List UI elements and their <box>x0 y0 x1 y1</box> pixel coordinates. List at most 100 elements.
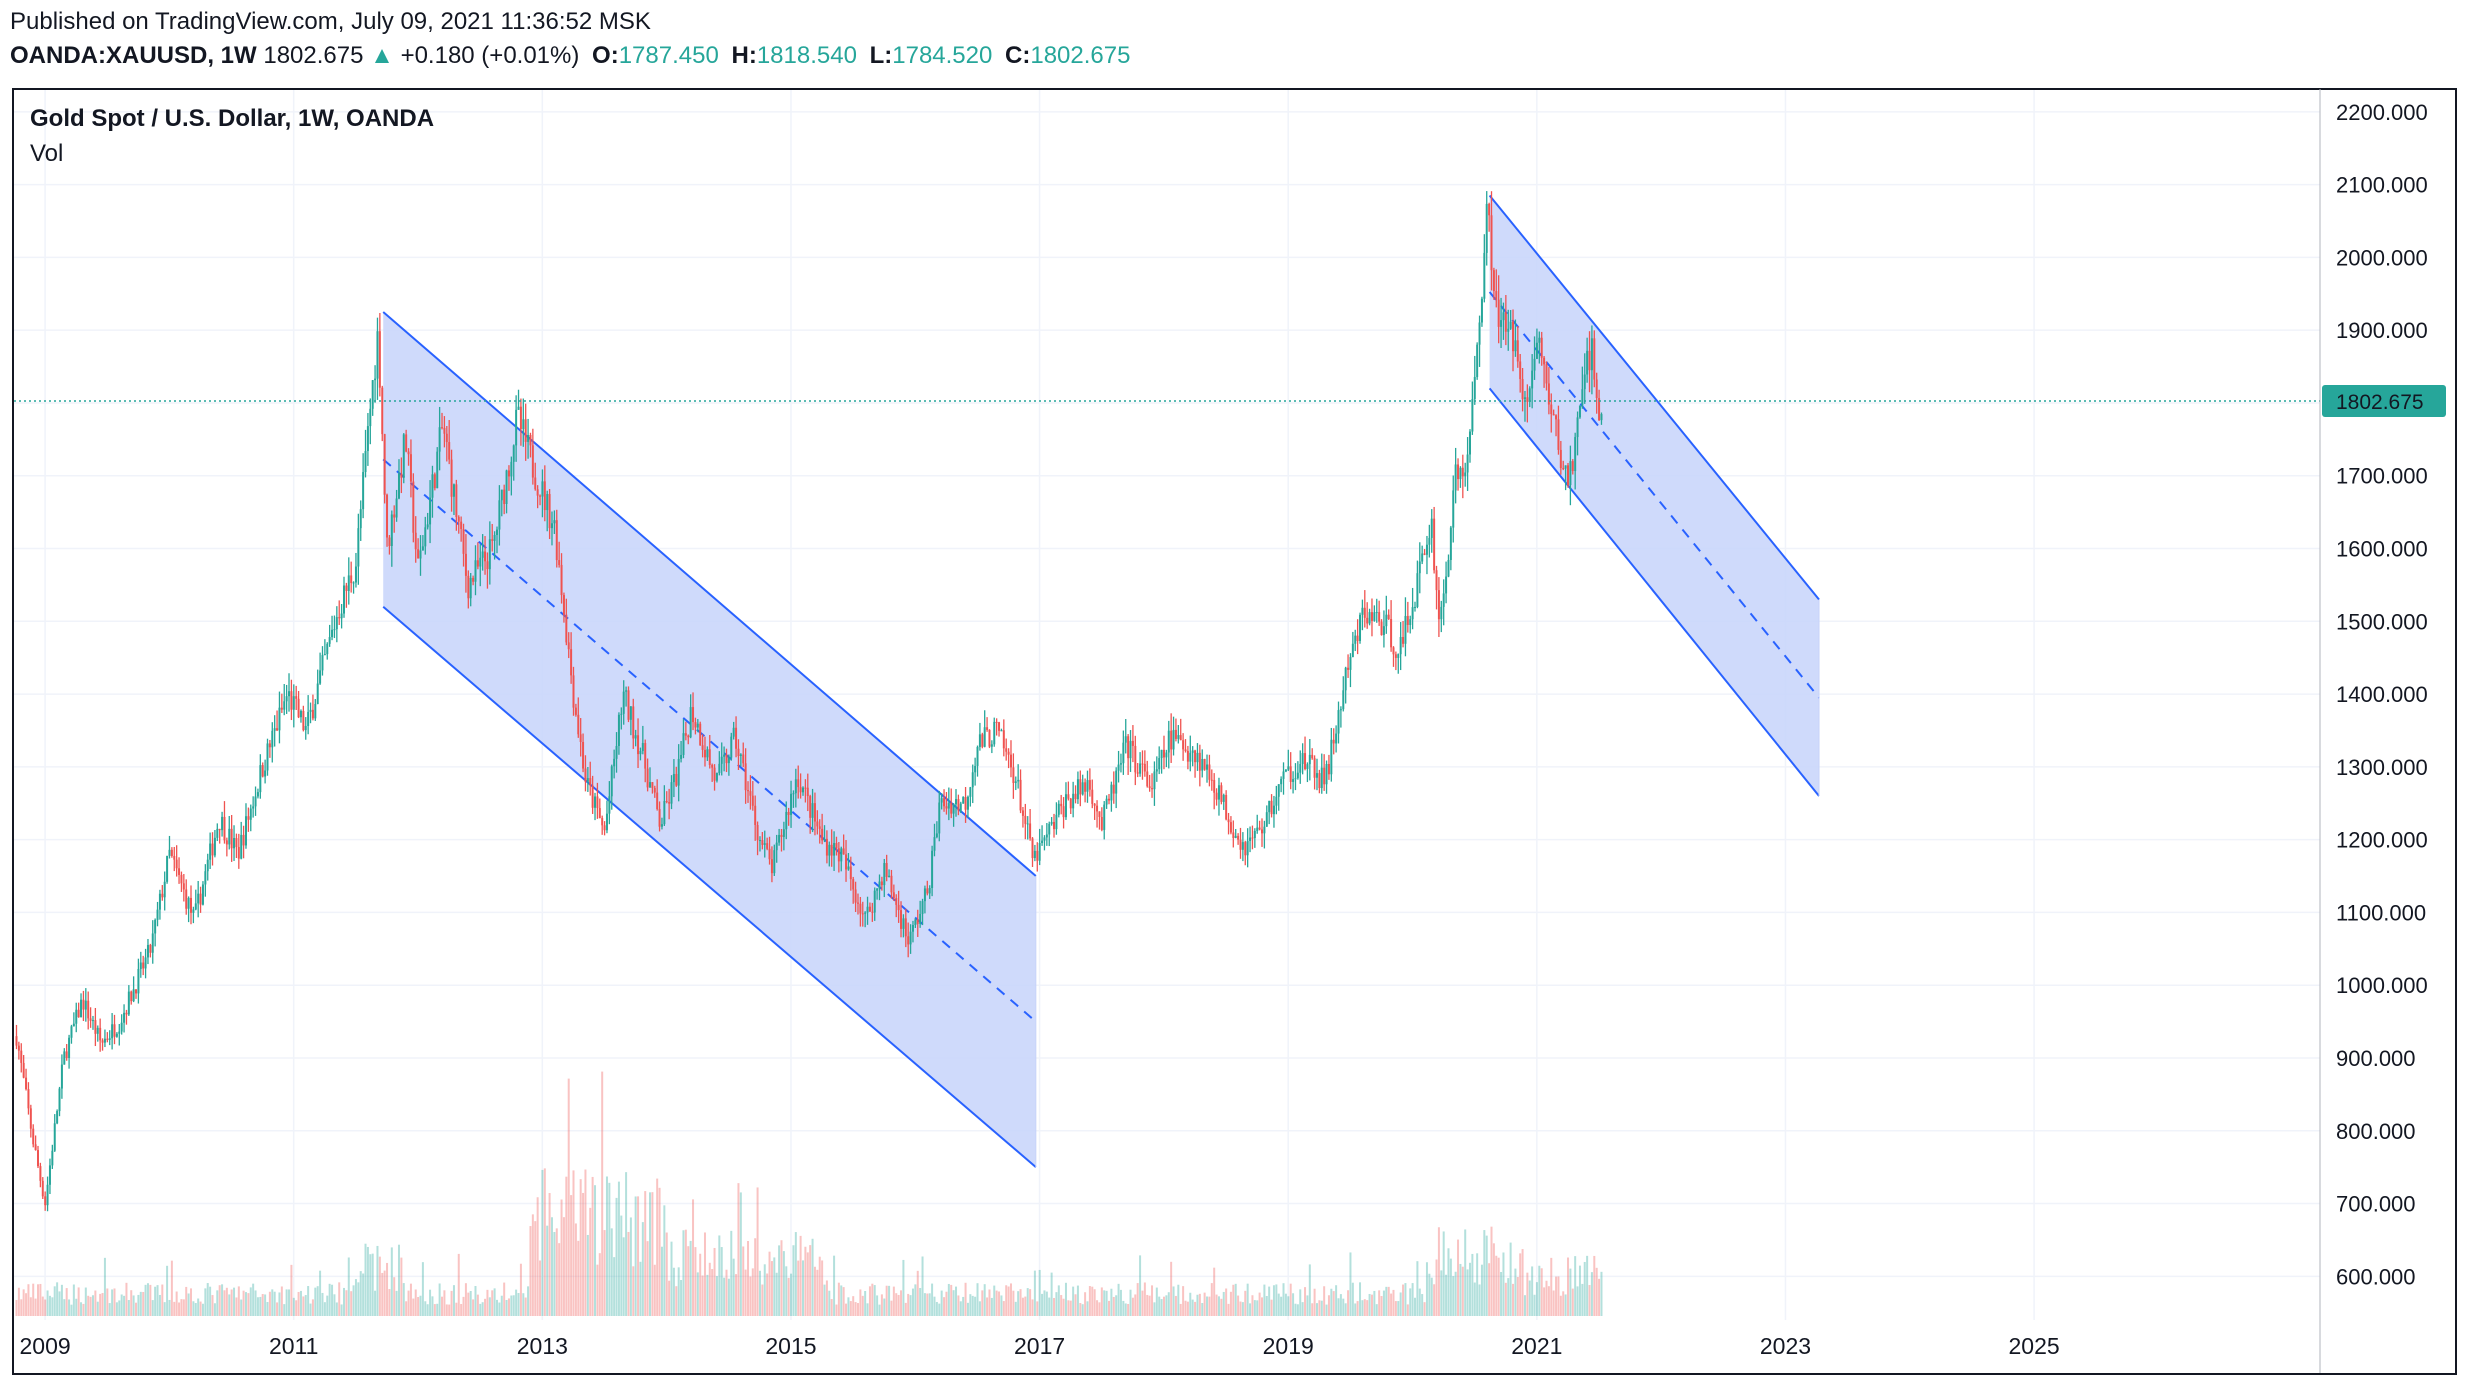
x-tick-label: 2023 <box>1760 1333 1811 1359</box>
volume-bar <box>761 1284 764 1316</box>
candle-body <box>1547 383 1550 405</box>
volume-bar <box>1380 1296 1383 1316</box>
volume-bar <box>491 1290 494 1316</box>
volume-bar <box>1299 1289 1302 1316</box>
candle-body <box>1538 337 1541 343</box>
candle-body <box>56 1111 59 1124</box>
candle-body <box>914 919 917 926</box>
legend-title[interactable]: Gold Spot / U.S. Dollar, 1W, OANDA <box>30 105 435 132</box>
volume-bar <box>197 1298 200 1316</box>
volume-bar <box>1143 1282 1146 1316</box>
candle-body <box>1414 606 1417 608</box>
volume-bar <box>180 1299 183 1316</box>
candle-body <box>1280 778 1283 785</box>
candle-body <box>546 494 549 511</box>
volume-bar <box>1461 1266 1464 1316</box>
candle-body <box>1292 779 1295 782</box>
volume-bar <box>1547 1286 1550 1316</box>
candle-body <box>486 561 489 570</box>
volume-bar <box>27 1284 30 1316</box>
volume-bar <box>333 1294 336 1316</box>
volume-bar <box>758 1270 761 1316</box>
volume-bar <box>433 1304 436 1316</box>
volume-bar <box>362 1273 365 1316</box>
volume-bar <box>1349 1252 1352 1316</box>
volume-bar <box>335 1302 338 1316</box>
legend-volume[interactable]: Vol <box>30 140 64 167</box>
candle-body <box>1543 357 1546 365</box>
volume-bar <box>1265 1296 1268 1316</box>
candle-body <box>1167 730 1170 753</box>
volume-bar <box>809 1245 812 1316</box>
volume-bar <box>1550 1257 1553 1316</box>
candle-body <box>443 427 446 434</box>
volume-bar <box>307 1286 310 1316</box>
volume-bar <box>1385 1286 1388 1316</box>
candle-body <box>261 765 264 777</box>
candle-body <box>1005 748 1008 752</box>
regression-channels[interactable] <box>382 194 1820 1168</box>
candle-body <box>1404 615 1407 644</box>
volume-bar <box>166 1265 169 1316</box>
volume-bar <box>1127 1303 1130 1316</box>
volume-bar <box>708 1262 711 1316</box>
volume-bar <box>486 1289 489 1316</box>
candle-body <box>911 925 914 932</box>
volume-bar <box>744 1269 747 1316</box>
candle-body <box>785 811 788 830</box>
volume-bar <box>986 1297 989 1316</box>
candle-body <box>72 1023 75 1027</box>
last-price-tag-text: 1802.675 <box>2336 391 2424 414</box>
candle-body <box>429 497 432 525</box>
volume-bar <box>156 1285 159 1316</box>
volume-bar <box>1375 1304 1378 1316</box>
time-axis[interactable]: 2009 2011 2013 2015 2017 2019 2021 2023 2025 <box>19 1333 2059 1359</box>
candle-body <box>1394 654 1397 658</box>
volume-bar <box>1000 1295 1003 1316</box>
channel-lower-line[interactable] <box>1488 387 1820 797</box>
volume-bar <box>72 1284 75 1316</box>
volume-bar <box>1289 1283 1292 1316</box>
volume-bar <box>818 1256 821 1316</box>
y-tick-label: 1400.000 <box>2336 682 2428 707</box>
volume-bar <box>1038 1269 1041 1316</box>
volume-bar <box>1483 1230 1486 1316</box>
channel-lower-line[interactable] <box>382 605 1037 1168</box>
candle-body <box>1244 842 1247 856</box>
candle-body <box>441 427 444 429</box>
candle-body <box>591 785 594 808</box>
candle-body <box>1093 803 1096 806</box>
volume-bar <box>472 1299 475 1316</box>
close-value: 1802.675 <box>1030 42 1131 69</box>
volume-bar <box>221 1284 224 1316</box>
channel-upper-line[interactable] <box>1488 194 1820 601</box>
candle-body <box>1024 815 1027 824</box>
candle-body <box>1294 778 1297 780</box>
candle-body <box>974 765 977 773</box>
volume-bar <box>1088 1286 1091 1316</box>
candle-body <box>1198 752 1201 771</box>
volume-bar <box>842 1287 845 1316</box>
volume-bar <box>732 1258 735 1316</box>
symbol-label[interactable]: OANDA:XAUUSD, 1W <box>10 42 257 69</box>
candle-body <box>651 782 654 788</box>
volume-bar <box>1012 1290 1015 1316</box>
price-axis[interactable]: 600.000 700.000 800.000 900.000 1000.000 1100… <box>2336 100 2428 1289</box>
candle-body <box>213 837 216 856</box>
candle-body <box>89 1018 92 1021</box>
volume-bar <box>880 1294 883 1316</box>
channel-upper-line[interactable] <box>382 311 1037 877</box>
candle-body <box>1067 794 1070 799</box>
volume-bar <box>799 1235 802 1316</box>
volume-bar <box>1060 1295 1063 1316</box>
volume-bar <box>101 1293 104 1316</box>
volume-bar <box>91 1295 94 1316</box>
volume-bar <box>617 1181 620 1316</box>
candle-body <box>1143 763 1146 772</box>
candle-body <box>1191 750 1194 753</box>
candle-body <box>852 879 855 890</box>
y-tick-label: 1700.000 <box>2336 464 2428 489</box>
volume-bar <box>22 1289 25 1316</box>
candle-body <box>1217 785 1220 800</box>
